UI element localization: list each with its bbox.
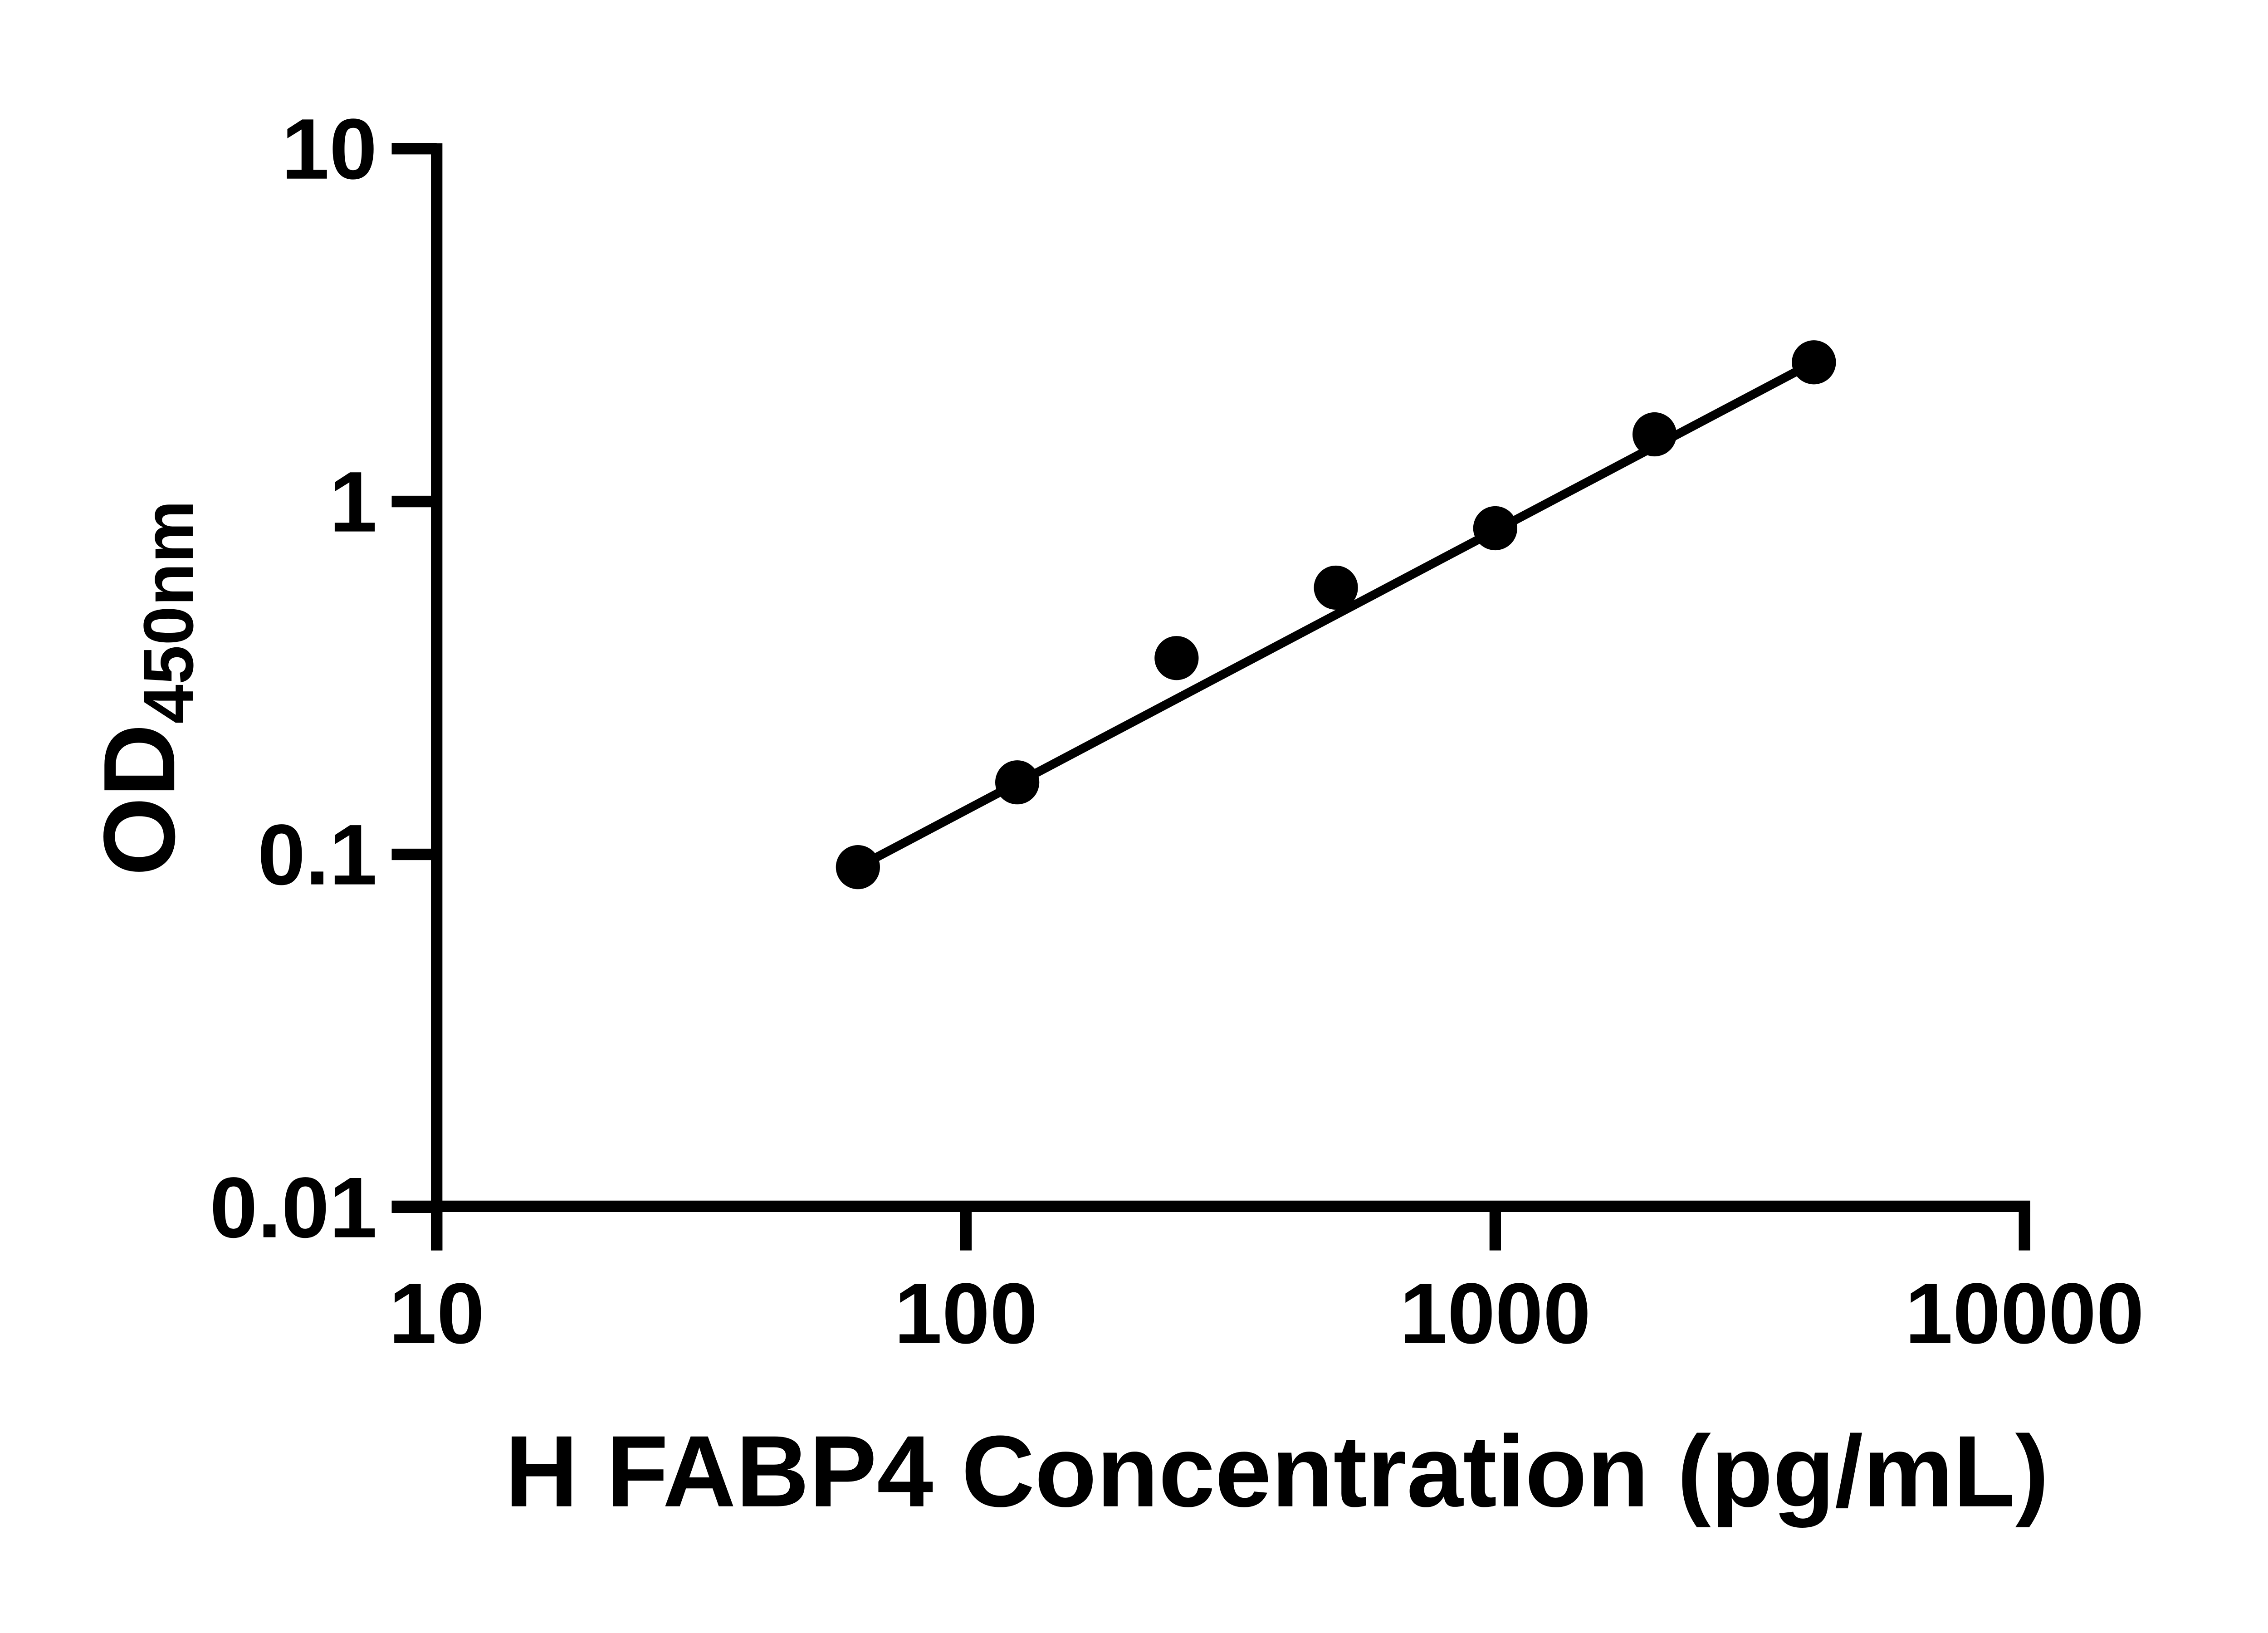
data-point xyxy=(1154,636,1199,680)
x-tick-label: 1000 xyxy=(1399,1266,1591,1362)
x-tick-label: 10 xyxy=(389,1266,484,1362)
y-axis-title-main: OD xyxy=(83,724,196,876)
data-point xyxy=(995,760,1040,805)
y-tick-label: 1 xyxy=(329,454,377,550)
x-tick-label: 10000 xyxy=(1905,1266,2144,1362)
y-tick-label: 0.1 xyxy=(258,807,377,903)
data-point xyxy=(1632,412,1677,457)
elisa-standard-curve-figure: 10 1 0.1 0.01 10 100 1000 10000 H FABP4 Concent… xyxy=(83,101,2144,1528)
y-tick-label: 0.01 xyxy=(210,1159,377,1256)
x-axis-title: H FABP4 Concentration (pg/mL) xyxy=(505,1415,2049,1528)
data-point xyxy=(1473,506,1517,551)
data-point xyxy=(1792,340,1836,385)
x-tick-label: 100 xyxy=(894,1266,1037,1362)
data-point xyxy=(836,845,880,890)
y-axis-title: OD450nm xyxy=(83,500,208,876)
data-point xyxy=(1314,565,1358,610)
y-axis-title-subscript: 450nm xyxy=(129,500,208,724)
y-tick-label: 10 xyxy=(282,101,377,197)
